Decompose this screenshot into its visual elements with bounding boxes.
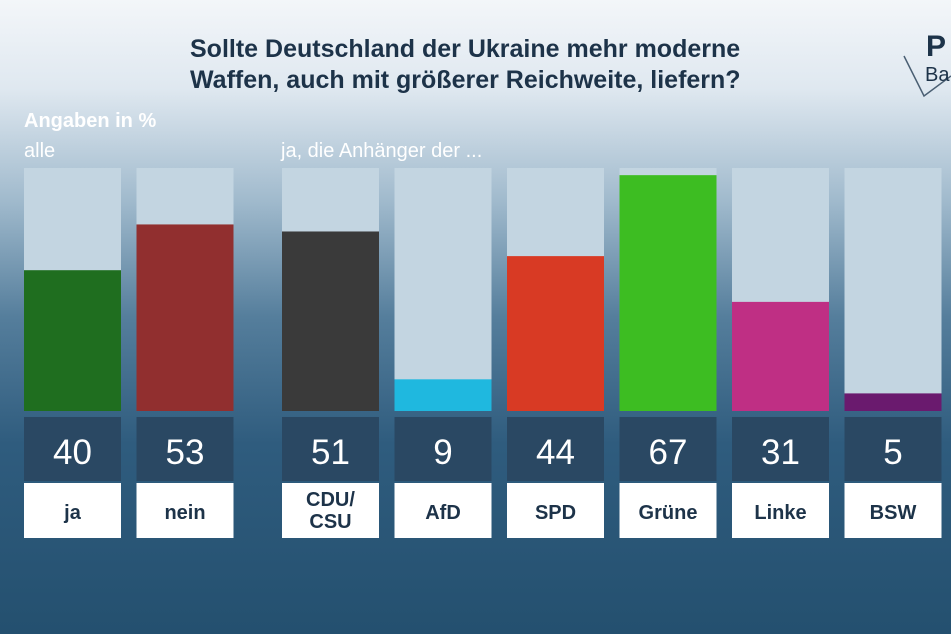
category-label-grüne: Grüne xyxy=(639,502,698,524)
value-label-afd: 9 xyxy=(433,433,452,472)
value-box-ja xyxy=(24,417,121,481)
bar-track-afd xyxy=(394,168,492,411)
value-label-spd: 44 xyxy=(536,433,575,472)
value-box-cdu-csu xyxy=(282,417,379,481)
bar-ja xyxy=(24,270,121,411)
category-label-spd: SPD xyxy=(535,502,576,524)
logo-text-p: P xyxy=(926,30,947,63)
label-box-afd xyxy=(394,483,492,538)
chart-title: Sollte Deutschland der Ukraine mehr mode… xyxy=(190,34,890,96)
label-box-nein xyxy=(136,483,234,538)
label-box-grüne xyxy=(619,483,717,538)
value-box-linke xyxy=(732,417,829,481)
value-label-linke: 31 xyxy=(761,433,800,472)
value-box-afd xyxy=(394,417,492,481)
category-label-cdu-csu: CDU/CSU xyxy=(306,489,355,533)
title-line-1: Sollte Deutschland der Ukraine mehr mode… xyxy=(190,35,741,63)
label-box-linke xyxy=(732,483,829,538)
category-label-ja: ja xyxy=(63,502,82,524)
value-box-spd xyxy=(507,417,604,481)
bar-nein xyxy=(136,224,234,411)
value-box-nein xyxy=(136,417,234,481)
bar-bsw xyxy=(844,393,942,411)
value-label-bsw: 5 xyxy=(883,433,902,472)
logo-check-icon xyxy=(903,55,951,98)
bar-linke xyxy=(732,301,829,411)
group-label-all: alle xyxy=(24,140,56,162)
category-label-nein: nein xyxy=(164,502,205,524)
value-label-nein: 53 xyxy=(166,433,205,472)
bar-afd xyxy=(394,379,492,411)
bar-grüne xyxy=(619,175,717,411)
unit-label: Angaben in % xyxy=(24,110,157,132)
value-label-cdu-csu: 51 xyxy=(311,433,350,472)
category-label-bsw: BSW xyxy=(870,502,917,524)
label-box-cdu-csu xyxy=(282,483,379,538)
label-box-ja xyxy=(24,483,121,538)
bar-track-bsw xyxy=(844,168,942,411)
logo-text-ba: Ba xyxy=(925,64,950,86)
bar-spd xyxy=(507,256,604,411)
category-label-line: CDU/ xyxy=(306,489,355,511)
value-label-grüne: 67 xyxy=(649,433,688,472)
category-label-line: CSU xyxy=(309,511,351,533)
group-label-party: ja, die Anhänger der ... xyxy=(281,140,483,162)
value-box-grüne xyxy=(619,417,717,481)
category-label-afd: AfD xyxy=(425,502,461,524)
category-label-linke: Linke xyxy=(754,502,806,524)
label-box-spd xyxy=(507,483,604,538)
label-box-bsw xyxy=(844,483,942,538)
broadcaster-logo: P Ba xyxy=(900,30,951,120)
title-line-2: Waffen, auch mit größerer Reichweite, li… xyxy=(190,66,741,94)
value-label-ja: 40 xyxy=(53,433,92,472)
value-box-bsw xyxy=(844,417,942,481)
bar-cdu-csu xyxy=(282,231,379,411)
